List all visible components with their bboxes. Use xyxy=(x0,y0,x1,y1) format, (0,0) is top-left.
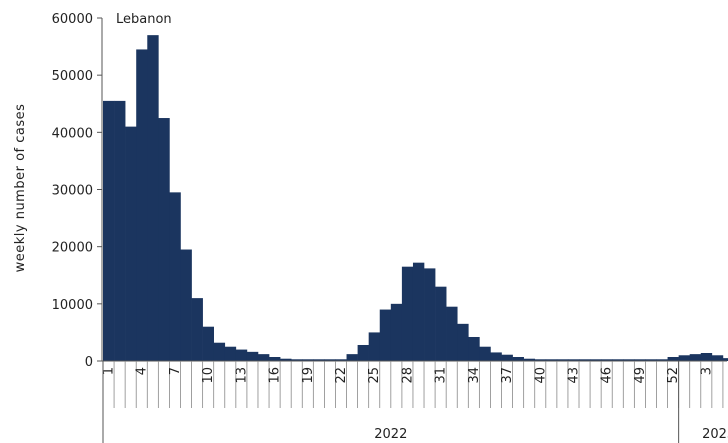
y-tick-label: 60000 xyxy=(52,12,93,27)
bar xyxy=(634,359,646,361)
year-groups: 2022 2023 xyxy=(102,361,728,443)
x-tick-label: 3 xyxy=(699,367,714,375)
bar xyxy=(457,323,469,361)
bar xyxy=(534,359,547,361)
bar xyxy=(313,359,325,361)
bar xyxy=(656,359,668,361)
bar xyxy=(103,100,115,361)
x-tick-label: 46 xyxy=(600,367,615,384)
bar xyxy=(335,359,347,361)
year-label: 2022 xyxy=(374,427,407,442)
bar xyxy=(700,353,713,361)
bar xyxy=(645,359,657,361)
bar xyxy=(623,359,635,361)
x-tick-label: 7 xyxy=(168,367,183,375)
y-tick-label: 10000 xyxy=(52,298,93,313)
bar xyxy=(512,357,524,361)
y-tick-label: 20000 xyxy=(52,241,93,256)
bar xyxy=(147,35,159,362)
bar xyxy=(424,268,436,361)
bar xyxy=(269,357,281,361)
bar xyxy=(435,286,447,361)
bar xyxy=(412,262,425,361)
bar xyxy=(601,359,613,361)
bar xyxy=(490,352,502,361)
bar xyxy=(711,355,724,361)
bar xyxy=(246,351,259,361)
bar xyxy=(191,298,203,361)
bar xyxy=(291,359,303,361)
x-tick-label: 28 xyxy=(400,367,415,384)
bar xyxy=(390,303,403,361)
x-tick-label: 1 xyxy=(102,367,117,375)
bar xyxy=(468,336,480,361)
bar xyxy=(213,342,226,361)
bar xyxy=(689,354,702,361)
bar xyxy=(523,358,536,361)
x-tick-label: 25 xyxy=(367,367,382,384)
bar xyxy=(357,344,369,361)
y-axis-label: weekly number of cases xyxy=(13,104,28,273)
bar xyxy=(324,359,336,361)
bar xyxy=(280,358,292,361)
bar xyxy=(114,100,126,361)
x-tick-label: 40 xyxy=(533,367,548,384)
x-tick-label: 13 xyxy=(234,367,249,384)
x-tick-label: 31 xyxy=(434,367,449,384)
bar xyxy=(556,359,569,361)
y-tick-label: 30000 xyxy=(52,184,93,199)
bar xyxy=(545,359,558,361)
x-tick-label: 4 xyxy=(135,367,150,375)
bar xyxy=(446,306,458,361)
x-tick-label: 19 xyxy=(301,367,316,384)
bar xyxy=(579,359,591,361)
bar xyxy=(612,359,624,361)
bar xyxy=(158,118,170,361)
bar xyxy=(590,359,602,361)
bar xyxy=(667,357,679,361)
x-tick-label: 22 xyxy=(334,367,349,384)
bar xyxy=(479,346,491,361)
bars xyxy=(103,35,728,362)
bar xyxy=(136,49,148,361)
bar xyxy=(501,354,513,361)
bar xyxy=(379,309,392,361)
series-annotation: Lebanon xyxy=(116,12,172,27)
bar xyxy=(302,359,314,361)
bar xyxy=(567,359,580,361)
bar xyxy=(125,126,137,362)
bar xyxy=(368,332,381,361)
x-tick-label: 52 xyxy=(666,367,681,384)
bar xyxy=(257,354,270,361)
bar xyxy=(169,192,181,361)
x-axis: 1 4 7 10 13 16 19 22 25 28 31 34 37 40 43 46 49 52 3 xyxy=(102,360,727,408)
y-tick-label: 50000 xyxy=(52,69,93,84)
x-tick-label: 34 xyxy=(467,367,482,384)
bar xyxy=(224,346,237,361)
bar xyxy=(202,326,214,361)
bar xyxy=(722,358,728,361)
y-tick-label: 40000 xyxy=(52,126,93,141)
y-tick-label: 0 xyxy=(85,355,93,370)
bar xyxy=(180,249,192,361)
x-tick-label: 10 xyxy=(201,367,216,384)
x-tick-label: 16 xyxy=(268,367,283,384)
y-axis: 0 10000 20000 30000 40000 50000 60000 xyxy=(52,12,103,370)
bar xyxy=(401,266,414,361)
year-label: 2023 xyxy=(702,427,728,442)
x-tick-label: 37 xyxy=(500,367,515,384)
bar xyxy=(346,354,358,361)
x-tick-label: 49 xyxy=(633,367,648,384)
bar xyxy=(678,355,691,361)
x-tick-label: 43 xyxy=(566,367,581,384)
bar xyxy=(235,349,248,361)
